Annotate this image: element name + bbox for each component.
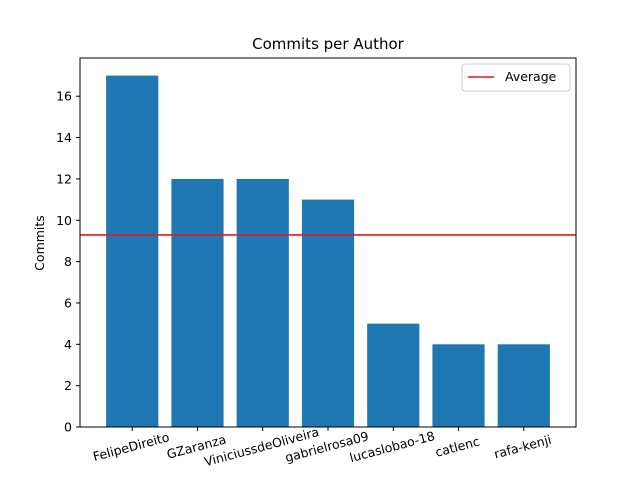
y-axis-label: Commits bbox=[32, 215, 47, 271]
chart-title: Commits per Author bbox=[252, 35, 405, 53]
bars-group bbox=[106, 75, 550, 428]
x-tick-label: catlenc bbox=[433, 434, 481, 460]
bar-gabrielrosa09 bbox=[301, 199, 355, 427]
legend-box bbox=[461, 63, 571, 92]
x-tick-label: rafa-kenji bbox=[492, 432, 553, 462]
x-axis: FelipeDireitoGZaranzaViniciussdeOliveira… bbox=[91, 424, 553, 469]
bar-GZaranza bbox=[171, 178, 224, 427]
bar-FelipeDireito bbox=[106, 75, 159, 428]
plot-frame bbox=[79, 57, 577, 428]
y-axis: 0 2 4 6 8 10 12 14 16 bbox=[56, 89, 80, 435]
bar-catlenc bbox=[432, 344, 485, 427]
y-tick-label: 8 bbox=[64, 254, 72, 269]
y-tick-label: 4 bbox=[64, 337, 72, 352]
bar-ViniciussdeOliveira bbox=[236, 178, 289, 427]
bar-rafa-kenji bbox=[497, 344, 550, 427]
y-tick-label: 16 bbox=[56, 89, 72, 104]
x-tick-label: FelipeDireito bbox=[91, 429, 171, 464]
bar-lucaslobao-18 bbox=[367, 323, 420, 427]
y-tick-label: 12 bbox=[56, 171, 72, 186]
y-tick-label: 6 bbox=[64, 295, 72, 310]
y-tick-label: 14 bbox=[56, 130, 72, 145]
y-tick-label: 0 bbox=[64, 420, 72, 435]
y-tick-label: 2 bbox=[64, 378, 72, 393]
y-tick-label: 10 bbox=[56, 213, 72, 228]
legend-average-label: Average bbox=[505, 69, 557, 84]
legend: Average bbox=[461, 63, 571, 92]
